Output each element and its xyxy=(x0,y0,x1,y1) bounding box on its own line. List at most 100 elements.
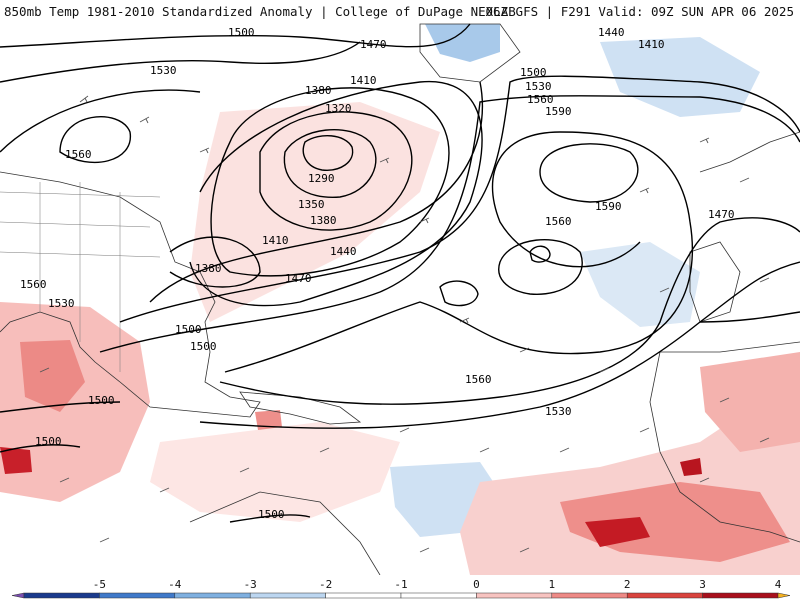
contour-line xyxy=(0,23,471,48)
contour-line xyxy=(0,444,81,453)
contour-label: 1590 xyxy=(545,105,572,118)
contour-label: 1320 xyxy=(325,102,352,115)
contour-line xyxy=(224,131,694,373)
contour-label: 1380 xyxy=(310,214,337,227)
contour-label: 1500 xyxy=(190,340,217,353)
colorbar-tick-label: 2 xyxy=(624,578,631,591)
colorbar-tick-label: 3 xyxy=(699,578,706,591)
contour-line xyxy=(229,514,311,523)
colorbar-ticks: -5-4-3-2-1012345 xyxy=(93,578,782,591)
contour-label: 1410 xyxy=(638,38,665,51)
colorbar-segment xyxy=(476,592,553,599)
weather-map: 1500 1470 1530 1560 1410 1380 1320 1290 … xyxy=(0,22,800,575)
contour-label: 1500 xyxy=(88,394,115,407)
map-header: 850mb Temp 1981-2010 Standardized Anomal… xyxy=(0,0,800,22)
colorbar-tick-label: 4 xyxy=(775,578,782,591)
contour-label: 1440 xyxy=(330,245,357,258)
contour-label: 1500 xyxy=(520,66,547,79)
wind-barb-icon xyxy=(759,437,770,443)
contour-line xyxy=(0,401,121,413)
contour-label: 1530 xyxy=(525,80,552,93)
colorbar-tick-label: 0 xyxy=(473,578,480,591)
contour-label: 1560 xyxy=(65,148,92,161)
colorbar-tick-label: 1 xyxy=(548,578,555,591)
colorbar-canvas: -5-4-3-2-1012345 xyxy=(11,578,791,599)
contour-label: 1560 xyxy=(465,373,492,386)
wind-barb-icon xyxy=(519,347,530,353)
contour-line xyxy=(0,89,201,153)
contour-line xyxy=(210,87,450,277)
africa-coast xyxy=(649,341,800,543)
contour-label: 1410 xyxy=(262,234,289,247)
contour-label: 1560 xyxy=(527,93,554,106)
europe-coast xyxy=(699,131,800,173)
contour-line xyxy=(169,236,261,288)
wind-barb-icon xyxy=(739,177,750,183)
wind-barb-icon xyxy=(699,477,710,483)
wind-barb-icon xyxy=(759,277,770,283)
coastlines xyxy=(0,23,800,575)
colorbar-tick-label: -2 xyxy=(319,578,332,591)
colorbar-segment xyxy=(249,592,326,599)
anomaly-colorbar: -5-4-3-2-1012345 xyxy=(0,575,800,600)
wind-barb-icon xyxy=(139,116,150,124)
colorbar-segment xyxy=(23,592,100,599)
contour-label: 1530 xyxy=(150,64,177,77)
colorbar-segment xyxy=(400,592,477,599)
wind-barb-icon xyxy=(699,137,710,144)
product-title: 850mb Temp 1981-2010 Standardized Anomal… xyxy=(4,4,516,19)
contour-line xyxy=(283,129,377,198)
colorbar-segment xyxy=(99,592,176,599)
contour-line xyxy=(0,41,361,83)
wind-barb-icon xyxy=(559,447,570,453)
contour-line xyxy=(59,116,131,164)
wind-barb-icon xyxy=(59,477,70,483)
contour-label: 1530 xyxy=(545,405,572,418)
wind-barb-icon xyxy=(199,147,210,154)
contour-label: 1440 xyxy=(598,26,625,39)
contour-label: 1410 xyxy=(350,74,377,87)
wind-barb-icon xyxy=(239,467,250,473)
cold-anomaly-area xyxy=(580,242,700,327)
warm-anomaly-area xyxy=(585,517,650,547)
contour-label: 1470 xyxy=(708,208,735,221)
colorbar-segment xyxy=(626,592,703,599)
wind-barb-icon xyxy=(419,547,430,553)
contour-label: 1560 xyxy=(545,215,572,228)
south-america-coast xyxy=(189,491,381,575)
iberia-coast xyxy=(689,241,741,323)
us-state-borders xyxy=(0,182,161,372)
contour-label: 1470 xyxy=(360,38,387,51)
contour-line xyxy=(699,311,800,323)
cold-anomaly-area xyxy=(600,37,760,117)
warm-anomaly-area xyxy=(150,422,400,522)
contour-line xyxy=(302,135,354,171)
wind-barb-icon xyxy=(599,367,610,373)
contour-label: 1500 xyxy=(175,323,202,336)
wind-barb-icon xyxy=(419,217,430,224)
warm-anomaly-area xyxy=(190,102,440,322)
contour-label: 1530 xyxy=(48,297,75,310)
colorbar-min-arrow xyxy=(11,592,25,599)
contour-label: 1500 xyxy=(35,435,62,448)
contour-label: 1500 xyxy=(258,508,285,521)
contour-label: 1500 xyxy=(228,26,255,39)
contour-line xyxy=(529,245,551,263)
wind-barb-icon xyxy=(399,427,410,433)
wind-barb-icon xyxy=(159,487,170,493)
contour-line xyxy=(539,143,639,203)
map-canvas: 1500 1470 1530 1560 1410 1380 1320 1290 … xyxy=(0,23,800,575)
contour-label: 1350 xyxy=(298,198,325,211)
contour-label: 1590 xyxy=(595,200,622,213)
contour-line xyxy=(259,111,413,231)
cold-anomaly-area xyxy=(425,24,500,62)
colorbar-tick-label: -1 xyxy=(394,578,407,591)
contour-line xyxy=(189,80,483,307)
warm-anomaly-area xyxy=(0,447,32,474)
contour-line xyxy=(199,261,800,429)
wind-barb-icon xyxy=(519,547,530,553)
anomaly-shading xyxy=(0,24,800,575)
wind-barb-icon xyxy=(99,537,110,543)
contour-line xyxy=(149,81,484,303)
colorbar-segment xyxy=(551,592,628,599)
